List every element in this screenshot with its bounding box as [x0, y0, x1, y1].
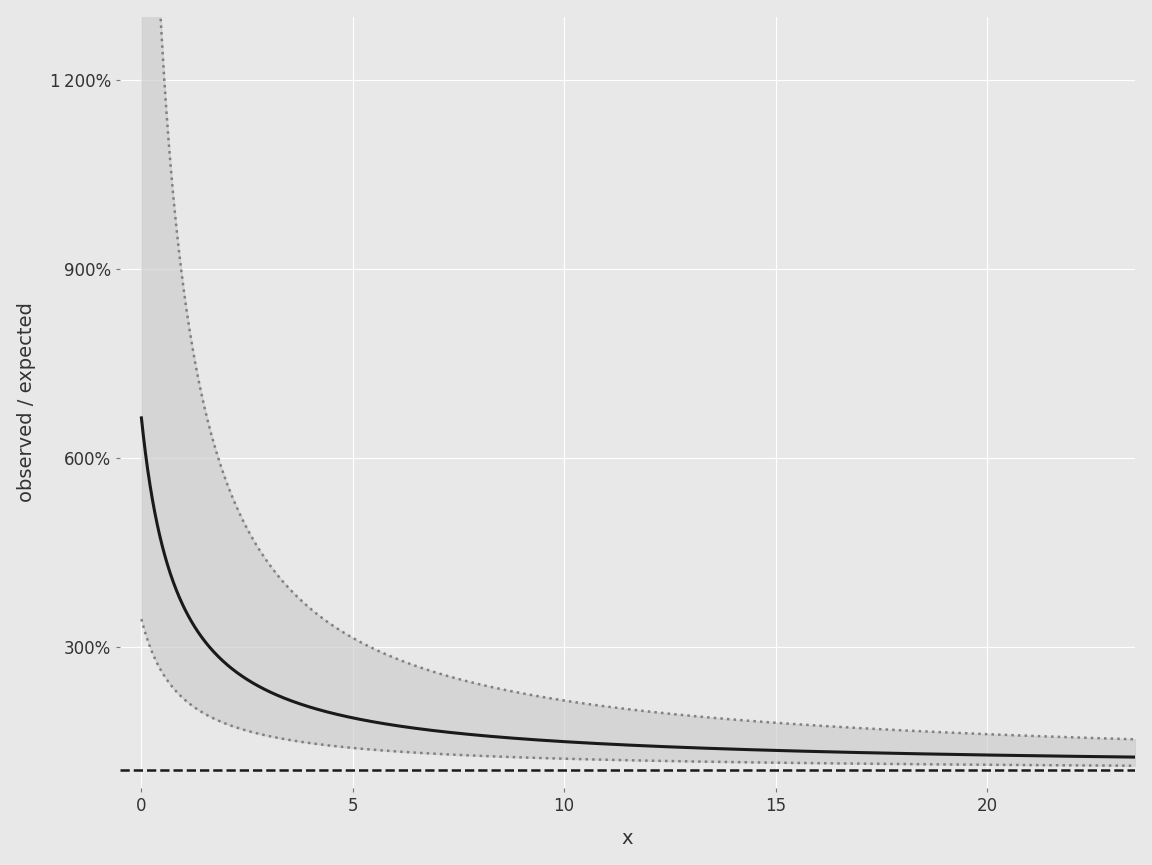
X-axis label: x: x — [622, 830, 634, 849]
Y-axis label: observed / expected: observed / expected — [16, 303, 36, 503]
